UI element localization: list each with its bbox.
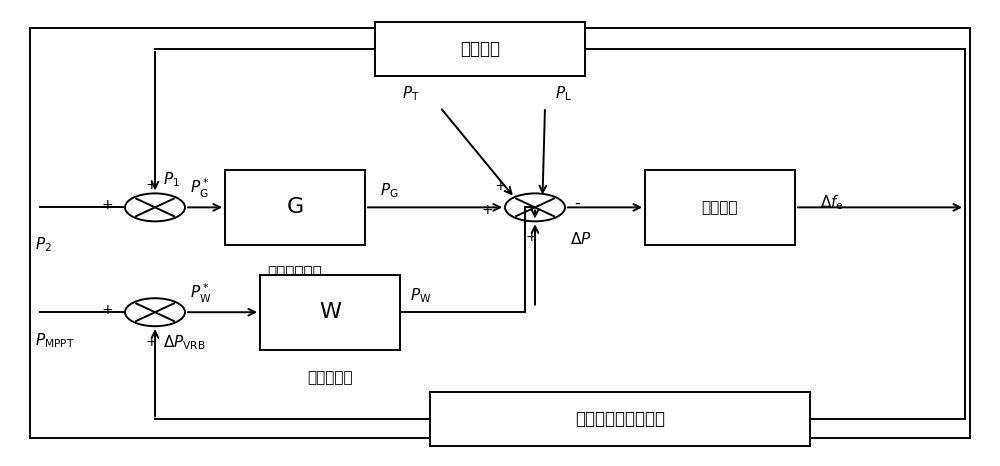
Text: $P_2$: $P_2$ [35,235,52,254]
Text: $P_{\rm G}$: $P_{\rm G}$ [380,182,399,200]
Text: $\Delta P$: $\Delta P$ [570,231,592,247]
Bar [375,22,585,76]
Text: $P_{\rm MPPT}$: $P_{\rm MPPT}$ [35,331,75,350]
Text: +: + [145,178,157,192]
Text: +: + [494,179,506,193]
Text: G: G [286,198,304,217]
Text: $P_{\rm T}$: $P_{\rm T}$ [402,84,420,103]
Text: -: - [574,194,580,212]
Text: $P_{\rm W}^*$: $P_{\rm W}^*$ [190,282,211,305]
Bar [430,392,810,446]
Text: +: + [101,198,113,212]
Bar [30,28,970,438]
Text: $P_{\rm L}$: $P_{\rm L}$ [555,84,572,103]
Text: +: + [481,203,493,217]
Text: $\Delta f_{\rm e}$: $\Delta f_{\rm e}$ [820,193,844,212]
Text: 储能系统自抗扚控制: 储能系统自抗扚控制 [575,411,665,428]
Bar [645,170,795,245]
Text: $P_1$: $P_1$ [163,170,180,189]
Text: 检测系统: 检测系统 [702,200,738,215]
Text: 常规同步发电: 常规同步发电 [268,266,322,281]
Bar [225,170,365,245]
Text: 风储一体化: 风储一体化 [307,370,353,385]
Text: +: + [525,230,537,244]
Text: +: + [101,303,113,317]
Bar [260,275,400,350]
Text: 一次调频: 一次调频 [460,40,500,58]
Text: $P_{\rm W}$: $P_{\rm W}$ [410,287,431,305]
Text: +: + [145,335,157,349]
Text: $P_{\rm G}^*$: $P_{\rm G}^*$ [190,177,209,200]
Text: $\Delta P_{\rm VRB}$: $\Delta P_{\rm VRB}$ [163,333,206,352]
Text: W: W [319,302,341,322]
